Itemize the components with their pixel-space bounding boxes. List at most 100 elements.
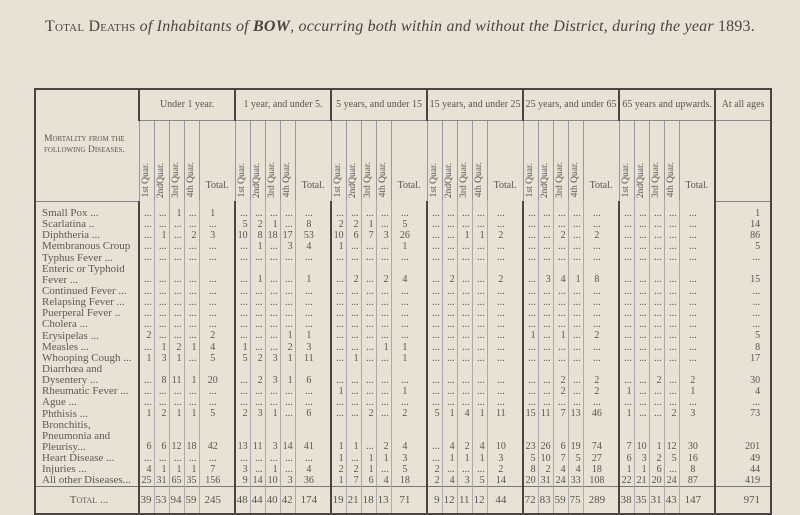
group-total-cell: ... — [582, 397, 620, 409]
mortality-table: Mortality from the following Diseases. Un… — [34, 88, 773, 515]
quarter-cell: 18 — [360, 486, 377, 515]
quarter-cell: ... — [633, 229, 650, 242]
quarter-cell: ... — [522, 263, 539, 286]
group-total-cell: 26 — [390, 229, 428, 242]
quarter-cell: ... — [552, 352, 569, 364]
group-total-cell: ... — [294, 385, 332, 398]
quarter-cell: ... — [168, 229, 184, 242]
total-header: Total. — [678, 120, 716, 201]
quarter-cell: 5 — [471, 474, 488, 487]
quarter-header: 2ndQuar. — [153, 120, 169, 201]
quarter-cell: ... — [663, 307, 680, 320]
quarter-cell: 1 — [234, 341, 251, 353]
quarter-cell: 48 — [234, 486, 251, 515]
quarter-cell: ... — [168, 285, 184, 297]
quarter-cell: 21 — [345, 486, 362, 515]
quarter-label: 4th Quar. — [185, 162, 196, 198]
all-ages-cell: 8 — [714, 341, 772, 353]
quarter-cell: ... — [168, 385, 184, 398]
quarter-cell: 25 — [138, 474, 154, 487]
quarter-cell: ... — [138, 452, 154, 464]
quarter-cell: ... — [456, 341, 473, 353]
quarter-header: 2ndQuar. — [537, 120, 554, 201]
group-total-cell: 11 — [294, 352, 332, 364]
quarter-header: 1st Quar. — [426, 120, 443, 201]
group-total-cell: 4 — [390, 419, 428, 453]
quarter-cell: 5 — [234, 218, 251, 230]
quarter-cell: 1 — [375, 452, 392, 464]
page-title: Total Deaths of Inhabitants of BOW, occu… — [0, 18, 800, 36]
group-total-cell: 4 — [390, 263, 428, 286]
quarter-cell: ... — [522, 296, 539, 308]
quarter-cell: 3 — [456, 474, 473, 487]
quarter-cell: ... — [234, 319, 251, 331]
group-total-cell: ... — [198, 263, 236, 286]
quarter-cell: ... — [633, 330, 650, 342]
quarter-cell: ... — [234, 241, 251, 253]
quarter-cell: ... — [426, 385, 443, 398]
quarter-cell: ... — [153, 296, 169, 308]
quarter-cell: ... — [279, 263, 296, 286]
quarter-cell: 1 — [279, 330, 296, 342]
quarter-cell: ... — [567, 241, 584, 253]
quarter-cell: ... — [471, 201, 488, 219]
quarter-cell: 2 — [330, 218, 347, 230]
group-total-cell: ... — [678, 330, 716, 342]
quarter-cell: ... — [471, 363, 488, 386]
quarter-cell: ... — [168, 218, 184, 230]
quarter-cell: 6 — [345, 229, 362, 242]
quarter-cell: ... — [633, 285, 650, 297]
quarter-cell: 1 — [138, 408, 154, 420]
quarter-cell: 3 — [264, 352, 281, 364]
quarter-cell: 11 — [456, 486, 473, 515]
quarter-cell: ... — [663, 285, 680, 297]
group-total-cell: 1 — [294, 263, 332, 286]
disease-name: Injuries ... — [42, 462, 87, 475]
quarter-cell: 35 — [633, 486, 650, 515]
group-total-cell: ... — [678, 307, 716, 320]
group-total-cell: ... — [294, 452, 332, 464]
quarter-cell: 3 — [153, 352, 169, 364]
quarter-cell: ... — [456, 319, 473, 331]
group-total-cell: ... — [486, 241, 524, 253]
all-ages-cell: 30 — [714, 363, 772, 386]
quarter-cell: 9 — [426, 486, 443, 515]
quarter-cell: 2 — [441, 263, 458, 286]
quarter-cell: ... — [249, 463, 266, 475]
quarter-cell: ... — [345, 285, 362, 297]
quarter-label: 2ndQuar. — [347, 162, 358, 198]
quarter-cell: ... — [537, 296, 554, 308]
quarter-label: 3rd Quar. — [266, 161, 277, 198]
quarter-cell: 17 — [279, 229, 296, 242]
quarter-cell: 1 — [168, 201, 184, 219]
group-total-cell: ... — [582, 285, 620, 297]
quarter-cell: ... — [249, 201, 266, 219]
quarter-cell: ... — [471, 385, 488, 398]
quarter-cell: ... — [360, 363, 377, 386]
quarter-cell: ... — [234, 201, 251, 219]
quarter-cell: ... — [138, 201, 154, 219]
quarter-cell: ... — [138, 307, 154, 320]
quarter-cell: ... — [567, 307, 584, 320]
quarter-cell: ... — [375, 307, 392, 320]
quarter-cell: ... — [618, 263, 635, 286]
quarter-cell: ... — [648, 229, 665, 242]
quarter-cell: ... — [183, 201, 199, 219]
quarter-cell: 7 — [360, 229, 377, 242]
table-row: Ague ...................................… — [35, 397, 772, 409]
quarter-cell: ... — [648, 352, 665, 364]
quarter-cell: ... — [633, 352, 650, 364]
quarter-cell: 1 — [345, 419, 362, 453]
group-total-cell: ... — [390, 330, 428, 342]
quarter-cell: ... — [279, 252, 296, 264]
quarter-header: 2ndQuar. — [345, 120, 362, 201]
quarter-cell: ... — [264, 296, 281, 308]
quarter-cell: ... — [279, 385, 296, 398]
group-total-cell: 42 — [198, 419, 236, 453]
quarter-cell: ... — [552, 241, 569, 253]
quarter-cell: ... — [168, 241, 184, 253]
quarter-cell: ... — [168, 397, 184, 409]
quarter-cell: ... — [618, 296, 635, 308]
quarter-cell: 3 — [375, 229, 392, 242]
quarter-cell: 2 — [345, 263, 362, 286]
